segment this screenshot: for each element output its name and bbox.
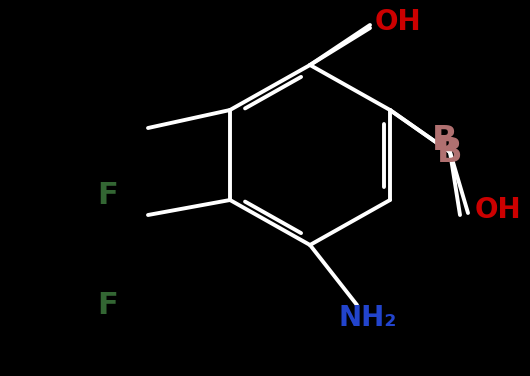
Text: B: B — [432, 123, 458, 156]
Text: NH₂: NH₂ — [339, 304, 397, 332]
Text: B: B — [437, 135, 463, 168]
Text: OH: OH — [475, 196, 522, 224]
Text: F: F — [98, 180, 118, 209]
Text: OH: OH — [375, 8, 422, 36]
Text: F: F — [98, 291, 118, 320]
